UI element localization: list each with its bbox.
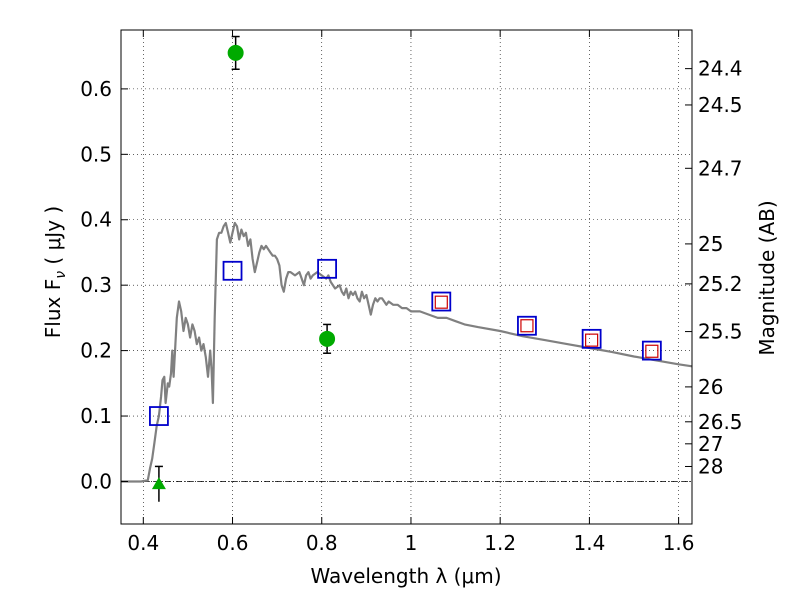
magnitude-tick-label: 26.5 xyxy=(698,410,743,434)
y-tick-label: 0.0 xyxy=(80,469,112,493)
model-flux-square-point xyxy=(641,340,662,361)
x-tick-label: 1.4 xyxy=(573,531,605,555)
measured-flux-square-point xyxy=(520,319,534,333)
y-tick-label: 0.3 xyxy=(80,273,112,297)
model-flux-square-point xyxy=(431,291,452,312)
model-flux-square-point xyxy=(222,260,243,281)
magnitude-tick-label: 25.2 xyxy=(698,272,743,296)
y-axis-label: Flux Fν ( μJy ) xyxy=(41,206,69,338)
magnitude-tick-label: 26 xyxy=(698,375,723,399)
y-tick-label: 0.1 xyxy=(80,404,112,428)
model-flux-square-point xyxy=(317,258,337,279)
y-axis-label-main: Flux F xyxy=(41,279,65,338)
observed-flux-point xyxy=(227,44,244,61)
y-axis-label-subscript: ν xyxy=(53,271,69,279)
magnitude-tick-label: 28 xyxy=(698,454,723,478)
grid xyxy=(121,30,692,524)
x-tick-label: 1.2 xyxy=(484,531,516,555)
y-tick-label: 0.6 xyxy=(80,77,112,101)
magnitude-tick-label: 24.7 xyxy=(698,156,743,180)
magnitude-tick-label: 25 xyxy=(698,232,723,256)
axis-ticks: 0.4 0.6 0.8 1 1.2 1.4 1.6 0.0 0.1 0.2 0.3 0.4 0.5 0.6… xyxy=(80,30,743,555)
upper-limit-triangle-point xyxy=(151,477,166,490)
y-tick-label: 0.4 xyxy=(80,208,112,232)
x-tick-label: 0.6 xyxy=(217,531,249,555)
magnitude-axis-label: Magnitude (AB) xyxy=(755,200,779,355)
measured-flux-square-point xyxy=(645,344,659,358)
y-tick-label: 0.2 xyxy=(80,339,112,363)
x-tick-label: 0.8 xyxy=(306,531,338,555)
x-axis-label: Wavelength λ (μm) xyxy=(310,564,501,588)
y-tick-label: 0.5 xyxy=(80,142,112,166)
x-tick-label: 1 xyxy=(405,531,418,555)
measured-flux-square-point xyxy=(434,295,448,309)
y-axis-label-units: ( μJy ) xyxy=(41,206,65,271)
measured-flux-square-point xyxy=(585,333,599,347)
x-tick-label: 0.4 xyxy=(127,531,159,555)
magnitude-tick-label: 24.4 xyxy=(698,57,743,81)
magnitude-tick-label: 24.5 xyxy=(698,93,743,117)
magnitude-tick-label: 27 xyxy=(698,432,723,456)
plot-frame xyxy=(120,29,693,525)
model-flux-square-point xyxy=(517,315,537,336)
model-flux-square-point xyxy=(581,328,602,349)
model-flux-square-point xyxy=(149,406,169,426)
observed-flux-point xyxy=(319,330,336,347)
model-spectrum-line xyxy=(121,221,693,483)
plot-area xyxy=(121,35,693,502)
magnitude-tick-label: 25.5 xyxy=(698,320,743,344)
x-tick-label: 1.6 xyxy=(663,531,695,555)
